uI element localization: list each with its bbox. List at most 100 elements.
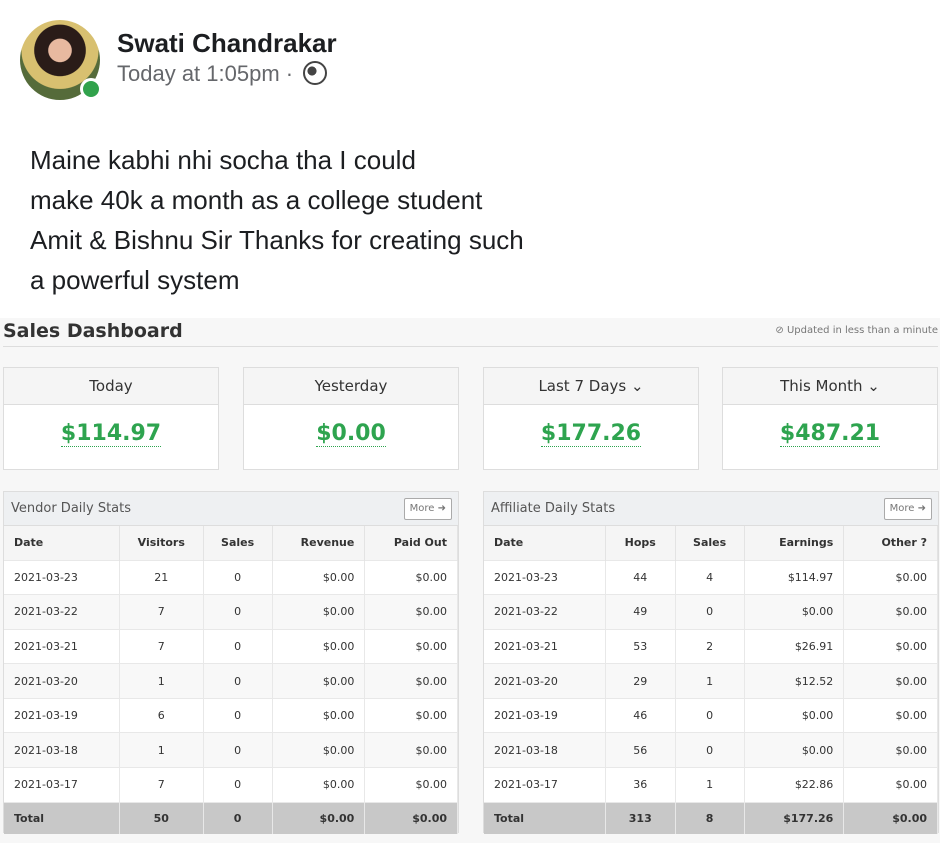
card-label: Today — [4, 368, 218, 405]
table-cell: 0 — [203, 697, 273, 733]
table-cell: 2021-03-22 — [484, 594, 606, 630]
table-cell: $0.00 — [843, 663, 938, 699]
post-line: Amit & Bishnu Sir Thanks for creating su… — [30, 225, 524, 255]
column-header: Paid Out — [364, 526, 458, 560]
table-cell: $0.00 — [364, 732, 458, 768]
affiliate-table: Date Hops Sales Earnings Other ? 2021-03-23 44… — [484, 526, 938, 835]
table-cell: $26.91 — [744, 628, 845, 664]
table-cell: 0 — [203, 663, 273, 699]
table-cell: 2021-03-19 — [484, 697, 606, 733]
more-button[interactable]: More ➜ — [403, 498, 452, 520]
column-header: Sales — [675, 526, 745, 560]
total-cell: $177.26 — [744, 801, 845, 835]
panel-title: Vendor Daily Stats — [11, 501, 132, 516]
vendor-daily-stats-panel: Vendor Daily Stats More ➜ Date Visitors Sal… — [3, 491, 459, 835]
column-header: Visitors — [119, 526, 204, 560]
table-cell: $0.00 — [272, 594, 366, 630]
table-cell: $22.86 — [744, 767, 845, 803]
stat-card: Yesterday $0.00 — [243, 367, 459, 470]
table-cell: 2021-03-20 — [484, 663, 606, 699]
table-cell: 2021-03-23 — [484, 559, 606, 595]
total-cell: 313 — [605, 801, 676, 835]
globe-icon — [303, 61, 328, 85]
more-button[interactable]: More ➜ — [883, 498, 932, 520]
table-cell: 1 — [119, 732, 204, 768]
table-cell: 2021-03-18 — [4, 732, 120, 768]
table-cell: 7 — [119, 594, 204, 630]
table-cell: $0.00 — [272, 767, 366, 803]
table-cell: $12.52 — [744, 663, 845, 699]
column-header: Sales — [203, 526, 273, 560]
table-cell: $0.00 — [272, 663, 366, 699]
table-cell: $0.00 — [272, 559, 366, 595]
table-row: 2021-03-17 7 0 $0.00 $0.00 — [4, 767, 458, 803]
card-value: $177.26 — [540, 421, 642, 447]
panel-title: Affiliate Daily Stats — [491, 501, 616, 516]
table-cell: 1 — [675, 767, 745, 803]
total-cell: Total — [484, 801, 606, 835]
table-cell: 2021-03-17 — [484, 767, 606, 803]
table-cell: 7 — [119, 628, 204, 664]
card-value: $0.00 — [316, 421, 386, 447]
dashboard-title: Sales Dashboard — [3, 320, 183, 342]
table-cell: 2 — [675, 628, 745, 664]
table-row: 2021-03-20 29 1 $12.52 $0.00 — [484, 663, 938, 699]
column-header: Date — [4, 526, 120, 560]
post-line: Maine kabhi nhi socha tha I could — [30, 145, 416, 175]
author-name[interactable]: Swati Chandrakar — [117, 28, 337, 58]
table-cell: 7 — [119, 767, 204, 803]
table-cell: 2021-03-21 — [4, 628, 120, 664]
table-cell: 2021-03-18 — [484, 732, 606, 768]
vendor-table: Date Visitors Sales Revenue Paid Out 2021-03-… — [4, 526, 458, 835]
table-cell: 0 — [675, 697, 745, 733]
total-cell: 0 — [203, 801, 273, 835]
table-cell: 49 — [605, 594, 676, 630]
table-cell: 2021-03-19 — [4, 697, 120, 733]
post-time[interactable]: Today at 1:05pm — [117, 61, 280, 86]
table-row: 2021-03-18 56 0 $0.00 $0.00 — [484, 732, 938, 768]
table-cell: $0.00 — [843, 767, 938, 803]
table-cell: 2021-03-23 — [4, 559, 120, 595]
total-cell: 8 — [675, 801, 745, 835]
table-cell: $0.00 — [843, 628, 938, 664]
table-row: 2021-03-23 21 0 $0.00 $0.00 — [4, 559, 458, 595]
table-cell: $0.00 — [843, 732, 938, 768]
table-cell: $0.00 — [364, 559, 458, 595]
table-row: 2021-03-22 49 0 $0.00 $0.00 — [484, 594, 938, 630]
total-cell: Total — [4, 801, 120, 835]
table-row: 2021-03-19 6 0 $0.00 $0.00 — [4, 697, 458, 733]
total-cell: $0.00 — [272, 801, 366, 835]
table-cell: $0.00 — [364, 594, 458, 630]
post-line: make 40k a month as a college student — [30, 185, 483, 215]
card-label[interactable]: Last 7 Days ⌄ — [484, 368, 698, 405]
table-row: 2021-03-21 7 0 $0.00 $0.00 — [4, 628, 458, 664]
total-cell: $0.00 — [843, 801, 938, 835]
table-cell: 21 — [119, 559, 204, 595]
table-cell: 0 — [203, 767, 273, 803]
table-cell: $114.97 — [744, 559, 845, 595]
table-cell: $0.00 — [272, 628, 366, 664]
total-row: Total 50 0 $0.00 $0.00 — [4, 801, 458, 835]
table-cell: $0.00 — [364, 663, 458, 699]
card-label[interactable]: This Month ⌄ — [723, 368, 937, 405]
table-row: 2021-03-19 46 0 $0.00 $0.00 — [484, 697, 938, 733]
table-cell: $0.00 — [843, 559, 938, 595]
table-cell: 0 — [675, 594, 745, 630]
table-cell: 2021-03-21 — [484, 628, 606, 664]
updated-status: ⊘ Updated in less than a minute — [775, 325, 938, 336]
card-value: $487.21 — [779, 421, 881, 447]
post-line: a powerful system — [30, 265, 240, 295]
table-cell: 2021-03-17 — [4, 767, 120, 803]
affiliate-daily-stats-panel: Affiliate Daily Stats More ➜ Date Hops Sale… — [483, 491, 939, 835]
post-meta: Today at 1:05pm · — [117, 61, 328, 87]
table-cell: $0.00 — [364, 767, 458, 803]
table-cell: $0.00 — [744, 732, 845, 768]
card-label: Yesterday — [244, 368, 458, 405]
table-cell: 29 — [605, 663, 676, 699]
table-row: 2021-03-21 53 2 $26.91 $0.00 — [484, 628, 938, 664]
table-cell: 44 — [605, 559, 676, 595]
column-header: Hops — [605, 526, 676, 560]
table-cell: $0.00 — [272, 732, 366, 768]
table-cell: 2021-03-22 — [4, 594, 120, 630]
table-cell: $0.00 — [744, 594, 845, 630]
